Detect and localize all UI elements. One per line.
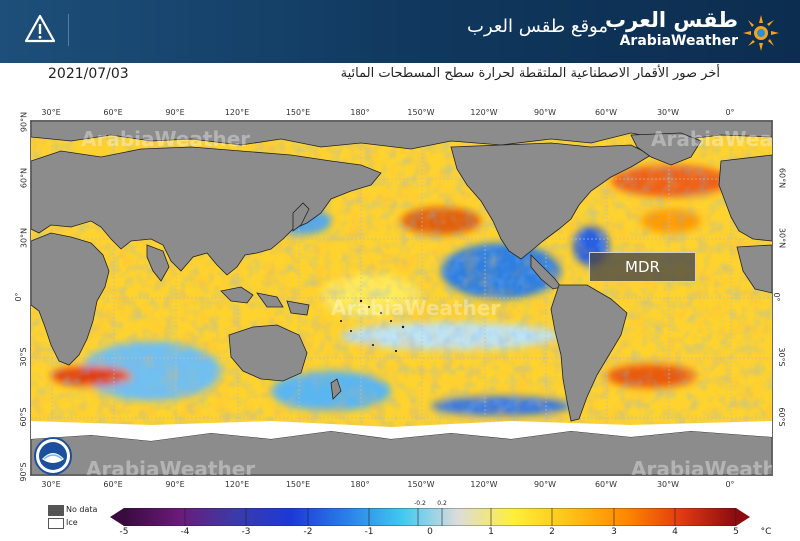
top-tick: 60°W xyxy=(594,108,618,117)
top-tick: 30°W xyxy=(656,108,680,117)
site-title: موقع طقس العرب xyxy=(467,16,608,37)
colorbar-small-tick: 0.2 xyxy=(437,500,447,507)
colorbar-tick-label: 2 xyxy=(549,527,555,537)
top-tick: 30°E xyxy=(41,108,61,117)
colorbar-tick-label: 3 xyxy=(611,527,617,537)
watermark: ArabiaWeather xyxy=(631,457,772,476)
left-tick: 90°N xyxy=(19,111,29,133)
bottom-tick: 180° xyxy=(350,480,370,489)
watermark: ArabiaWeather xyxy=(86,457,256,476)
top-tick: 120°W xyxy=(470,108,498,117)
right-tick: 30°S xyxy=(777,347,787,367)
colorbar-tick-label: 1 xyxy=(488,527,494,537)
right-tick: 30°N xyxy=(777,227,787,249)
bottom-tick: 90°E xyxy=(165,480,185,489)
islands xyxy=(340,299,405,353)
no-data-label: No data xyxy=(66,505,98,514)
top-tick: 150°E xyxy=(285,108,311,117)
watermark: ArabiaWeather xyxy=(331,296,501,320)
bottom-tick: 90°W xyxy=(533,480,557,489)
noaa-logo-icon xyxy=(34,437,72,475)
colorbar-tick-label: 4 xyxy=(672,527,678,537)
top-tick: 150°W xyxy=(407,108,435,117)
colorbar-tick-label: -5 xyxy=(119,527,129,537)
colorbar-bar xyxy=(123,508,737,526)
right-tick: 60°N xyxy=(777,167,787,189)
no-data-swatch xyxy=(48,505,64,516)
right-tick: 0° xyxy=(772,292,782,302)
bottom-tick: 150°W xyxy=(407,480,435,489)
colorbar-tick-label: -1 xyxy=(364,527,374,537)
colorbar-tick-label: 0 xyxy=(427,527,433,537)
top-tick: 0° xyxy=(725,108,735,117)
bottom-tick: 60°W xyxy=(594,480,618,489)
warning-icon[interactable] xyxy=(24,13,56,45)
header-divider xyxy=(68,14,69,46)
bottom-tick: 60°E xyxy=(103,480,123,489)
left-tick: 60°S xyxy=(19,407,29,427)
colorbar-max-arrow xyxy=(736,508,750,526)
ice-label: Ice xyxy=(66,518,78,527)
top-tick: 60°E xyxy=(103,108,123,117)
left-tick: 30°N xyxy=(19,227,29,249)
brand-name-english[interactable]: ArabiaWeather xyxy=(619,33,738,49)
bottom-tick: 0° xyxy=(725,480,735,489)
watermark: ArabiaWeather xyxy=(81,127,251,151)
sst-anomaly-map[interactable]: ArabiaWeather ArabiaWeather ArabiaWeathe… xyxy=(30,120,773,476)
mdr-region-label[interactable]: MDR xyxy=(589,252,696,282)
bottom-tick: 120°W xyxy=(470,480,498,489)
top-tick: 180° xyxy=(350,108,370,117)
top-tick: 120°E xyxy=(224,108,250,117)
top-tick: 90°W xyxy=(533,108,557,117)
colorbar-unit: °C xyxy=(760,527,772,537)
left-tick: 90°S xyxy=(19,462,29,482)
map-canvas xyxy=(31,121,772,475)
bottom-tick: 150°E xyxy=(285,480,311,489)
arabiaweather-logo-icon[interactable] xyxy=(741,13,781,53)
colorbar-dividers xyxy=(184,508,676,526)
bottom-tick: 30°E xyxy=(41,480,61,489)
image-subtitle: أخر صور الأقمار الاصطناعية الملتقطة لحرا… xyxy=(340,66,720,81)
colorbar-tick-label: 5 xyxy=(733,527,739,537)
bottom-tick: 30°W xyxy=(656,480,680,489)
left-tick: 60°N xyxy=(19,167,29,189)
colorbar-tick-label: -2 xyxy=(303,527,313,537)
colorbar-tick-label: -3 xyxy=(241,527,251,537)
ice-swatch xyxy=(48,518,64,529)
colorbar-tick-label: -4 xyxy=(180,527,190,537)
temperature-colorbar xyxy=(110,508,750,526)
colorbar-min-arrow xyxy=(110,508,124,526)
land xyxy=(31,121,772,475)
colorbar-small-tick: -0.2 xyxy=(414,500,426,507)
right-tick: 60°S xyxy=(777,407,787,427)
sea-ice xyxy=(31,421,772,441)
left-tick: 30°S xyxy=(19,347,29,367)
brand-name-arabic[interactable]: طقس العرب xyxy=(605,8,738,32)
bottom-tick: 120°E xyxy=(224,480,250,489)
image-date: 2021/07/03 xyxy=(48,66,129,82)
header-bar: موقع طقس العرب طقس العرب ArabiaWeather xyxy=(0,0,800,63)
top-tick: 90°E xyxy=(165,108,185,117)
watermark: ArabiaWeather xyxy=(651,127,773,151)
left-tick: 0° xyxy=(14,292,24,302)
